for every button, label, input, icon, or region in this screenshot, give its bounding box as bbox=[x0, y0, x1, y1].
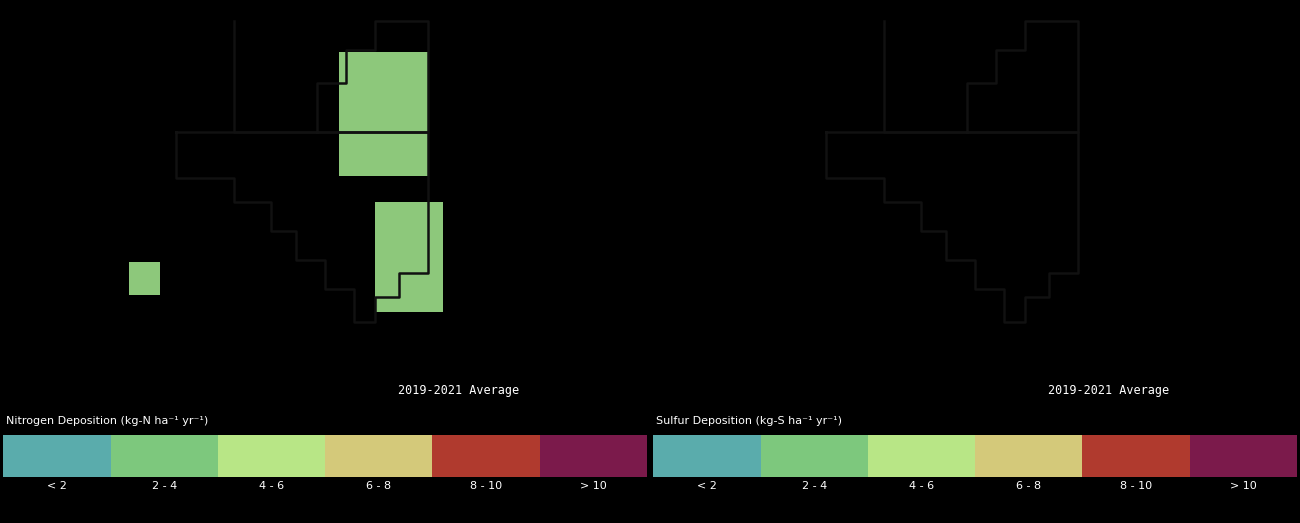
Bar bbox=[868, 435, 975, 477]
Text: 2 - 4: 2 - 4 bbox=[802, 481, 827, 491]
Text: Nitrogen Deposition (kg-N ha⁻¹ yr⁻¹): Nitrogen Deposition (kg-N ha⁻¹ yr⁻¹) bbox=[6, 416, 209, 426]
Text: > 10: > 10 bbox=[1230, 481, 1257, 491]
Text: > 10: > 10 bbox=[580, 481, 607, 491]
Bar bbox=[325, 435, 432, 477]
Text: 8 - 10: 8 - 10 bbox=[1119, 481, 1152, 491]
Text: 4 - 6: 4 - 6 bbox=[259, 481, 283, 491]
Text: 2019-2021 Average: 2019-2021 Average bbox=[398, 384, 519, 396]
Bar bbox=[129, 263, 160, 295]
Text: 4 - 6: 4 - 6 bbox=[909, 481, 933, 491]
Bar bbox=[1190, 435, 1297, 477]
Text: 8 - 10: 8 - 10 bbox=[469, 481, 502, 491]
Text: Sulfur Deposition (kg-S ha⁻¹ yr⁻¹): Sulfur Deposition (kg-S ha⁻¹ yr⁻¹) bbox=[656, 416, 842, 426]
Bar bbox=[339, 52, 428, 176]
Text: < 2: < 2 bbox=[47, 481, 66, 491]
Bar bbox=[218, 435, 325, 477]
Bar bbox=[432, 435, 540, 477]
Bar bbox=[540, 435, 647, 477]
Bar bbox=[111, 435, 218, 477]
Text: 2019-2021 Average: 2019-2021 Average bbox=[1048, 384, 1169, 396]
Bar bbox=[975, 435, 1082, 477]
Bar bbox=[3, 435, 110, 477]
Bar bbox=[653, 435, 760, 477]
Text: 6 - 8: 6 - 8 bbox=[367, 481, 391, 491]
Text: 6 - 8: 6 - 8 bbox=[1017, 481, 1041, 491]
Bar bbox=[1082, 435, 1190, 477]
Text: < 2: < 2 bbox=[697, 481, 716, 491]
Bar bbox=[374, 202, 443, 312]
Text: 2 - 4: 2 - 4 bbox=[152, 481, 177, 491]
Bar bbox=[760, 435, 868, 477]
